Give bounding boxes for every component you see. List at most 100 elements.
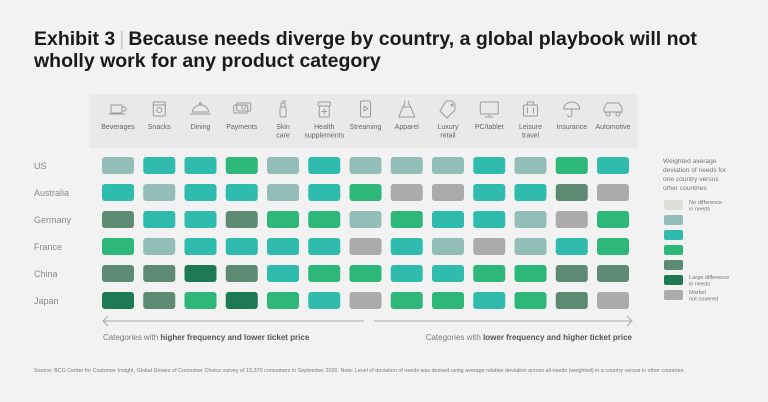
heatmap-cell bbox=[308, 211, 341, 228]
row-label-us: US bbox=[34, 161, 47, 171]
heatmap-cell bbox=[102, 157, 134, 174]
monitor-icon bbox=[479, 101, 499, 118]
umbrella-icon bbox=[563, 101, 581, 118]
heatmap-cell bbox=[597, 157, 629, 174]
heatmap-cell bbox=[143, 184, 176, 201]
heatmap-cell bbox=[473, 157, 506, 174]
legend-label-1: in needs bbox=[689, 206, 710, 212]
snack-bag-icon bbox=[152, 101, 166, 117]
heatmap-cell bbox=[555, 238, 588, 255]
heatmap-cell bbox=[308, 265, 341, 282]
heatmap-cell bbox=[473, 184, 506, 201]
heatmap-cell bbox=[555, 265, 588, 282]
title-text: Because needs diverge by country, a glob… bbox=[34, 28, 697, 72]
legend-title: other countries bbox=[663, 185, 707, 192]
heatmap-cell bbox=[184, 238, 217, 255]
heatmap-cell bbox=[267, 184, 299, 201]
heatmap-cell bbox=[267, 238, 299, 255]
legend-swatch-6 bbox=[664, 275, 683, 285]
heatmap-cell bbox=[390, 184, 423, 201]
heatmap-cell bbox=[473, 211, 506, 228]
pill-bottle-icon bbox=[317, 101, 331, 118]
column-label-7: Streaming bbox=[350, 124, 382, 131]
heatmap-cell bbox=[184, 292, 217, 309]
heatmap-cell bbox=[349, 238, 382, 255]
heatmap-cell bbox=[225, 238, 258, 255]
heatmap-cell bbox=[432, 157, 464, 174]
heatmap-cell bbox=[308, 157, 341, 174]
chart-title: Exhibit 3 | Because needs diverge by count… bbox=[34, 28, 734, 72]
legend-label-1: No difference bbox=[689, 200, 722, 206]
source-footnote: Source: BCG Center for Customer Insight,… bbox=[34, 368, 685, 374]
legend-swatch-7 bbox=[664, 290, 683, 300]
heatmap-cell bbox=[432, 238, 464, 255]
cloche-icon bbox=[190, 102, 211, 115]
legend-swatch-4 bbox=[664, 245, 683, 255]
heatmap-cell bbox=[432, 184, 464, 201]
column-label-11: Leisure bbox=[519, 124, 542, 131]
heatmap-cell bbox=[432, 211, 464, 228]
column-label-1: Beverages bbox=[101, 124, 135, 131]
heatmap-cell bbox=[514, 211, 547, 228]
column-label-5: Skin bbox=[276, 124, 290, 131]
heatmap-cell bbox=[514, 292, 547, 309]
car-icon bbox=[603, 102, 623, 117]
heatmap-cell bbox=[102, 211, 134, 228]
column-label-10: PC/tablet bbox=[475, 124, 504, 131]
heatmap-cell bbox=[390, 238, 423, 255]
money-icon bbox=[233, 102, 252, 114]
legend-swatch-1 bbox=[664, 200, 683, 210]
column-label-6: supplements bbox=[304, 133, 344, 140]
heatmap-cell bbox=[349, 157, 382, 174]
column-label-3: Dining bbox=[191, 124, 211, 131]
heatmap-cell bbox=[514, 238, 547, 255]
legend-title: Weighted average bbox=[663, 158, 717, 165]
heatmap-cell bbox=[473, 265, 506, 282]
heatmap-cell bbox=[349, 292, 382, 309]
cup-icon bbox=[108, 104, 127, 115]
heatmap-cell bbox=[143, 265, 176, 282]
row-label-france: France bbox=[34, 242, 62, 252]
heatmap-cell bbox=[390, 265, 423, 282]
heatmap-cell bbox=[102, 238, 134, 255]
heatmap-cell bbox=[514, 157, 547, 174]
legend-swatch-2 bbox=[664, 215, 683, 225]
legend-title: deviation of needs for bbox=[663, 167, 727, 174]
legend-label-7: not covered bbox=[689, 296, 718, 302]
heatmap-cell bbox=[597, 292, 629, 309]
heatmap-cell bbox=[143, 238, 176, 255]
dress-icon bbox=[398, 100, 416, 118]
heatmap-cell bbox=[267, 211, 299, 228]
heatmap-cell bbox=[555, 292, 588, 309]
heatmap-cell bbox=[267, 157, 299, 174]
heatmap-cell bbox=[514, 184, 547, 201]
row-label-china: China bbox=[34, 269, 58, 279]
heatmap-cell bbox=[432, 265, 464, 282]
title-separator: | bbox=[119, 28, 125, 50]
heatmap-cell bbox=[473, 292, 506, 309]
heatmap-cell bbox=[102, 265, 134, 282]
column-label-11: travel bbox=[522, 133, 540, 140]
heatmap-cell bbox=[390, 292, 423, 309]
row-label-australia: Australia bbox=[34, 188, 69, 198]
heatmap-cell bbox=[184, 184, 217, 201]
heatmap-cell bbox=[143, 157, 176, 174]
price-tag-icon bbox=[439, 100, 456, 119]
column-label-2: Snacks bbox=[148, 124, 171, 131]
left-arrowhead bbox=[102, 315, 109, 327]
heatmap-cell bbox=[102, 184, 134, 201]
heatmap-cell bbox=[225, 211, 258, 228]
heatmap-cell bbox=[597, 211, 629, 228]
heatmap-cell bbox=[432, 292, 464, 309]
heatmap-cell bbox=[308, 238, 341, 255]
heatmap-cell bbox=[267, 265, 299, 282]
legend-swatch-3 bbox=[664, 230, 683, 240]
heatmap-cell bbox=[184, 157, 217, 174]
row-label-germany: Germany bbox=[34, 215, 72, 225]
category-header-panel bbox=[89, 94, 638, 148]
legend-title: one country versus bbox=[663, 176, 719, 183]
exhibit-label: Exhibit 3 bbox=[34, 28, 116, 50]
heatmap-cell bbox=[225, 184, 258, 201]
column-label-8: Apparel bbox=[395, 124, 420, 131]
